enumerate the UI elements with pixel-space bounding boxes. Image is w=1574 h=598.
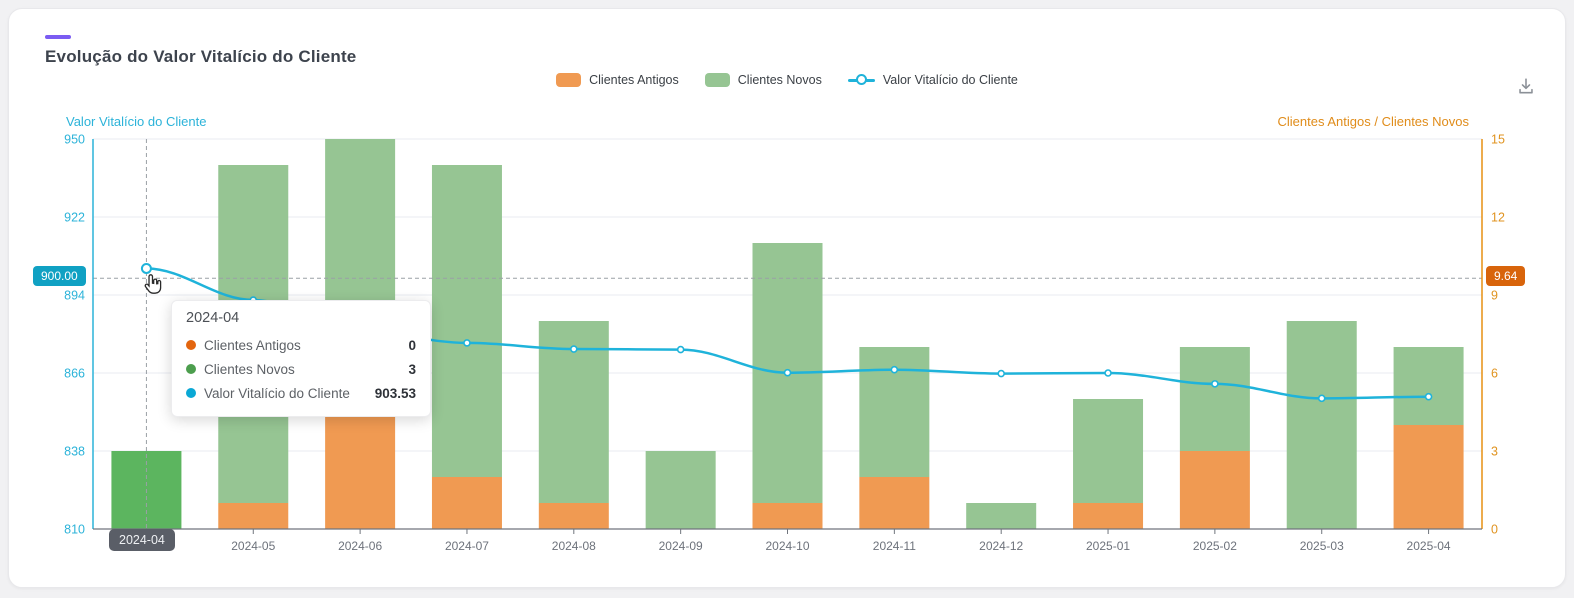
bar-segment-clientes-novos-2024-09[interactable]: [645, 451, 716, 529]
bar-segment-clientes-antigos-2024-07[interactable]: [431, 477, 502, 529]
chart-title: Evolução do Valor Vitalício do Cliente: [45, 47, 357, 66]
legend-label: Valor Vitalício do Cliente: [882, 73, 1018, 87]
tooltip-row-label: Valor Vitalício do Cliente: [204, 385, 350, 401]
tooltip-row-value: 3: [408, 361, 416, 377]
bar-segment-clientes-antigos-2025-01[interactable]: [1073, 503, 1144, 529]
legend-label: Clientes Novos: [737, 73, 822, 87]
legend-label: Clientes Antigos: [589, 73, 679, 87]
x-tick-label: 2025-04: [1407, 539, 1451, 553]
line-point-2025-03[interactable]: [1317, 394, 1326, 403]
bar-segment-clientes-novos-2025-02[interactable]: [1179, 347, 1250, 451]
bar-segment-clientes-novos-2025-01[interactable]: [1073, 399, 1144, 503]
left-tick-label: 866: [64, 367, 85, 381]
x-tick-label: 2024-05: [231, 539, 275, 553]
download-icon: [1519, 78, 1533, 94]
bar-segment-clientes-novos-2025-03[interactable]: [1286, 321, 1357, 529]
bar-segment-clientes-antigos-2024-11[interactable]: [859, 477, 930, 529]
line-point-2024-04[interactable]: [140, 262, 152, 274]
x-tick-label: 2024-06: [338, 539, 382, 553]
legend-swatch-orange: [556, 73, 582, 87]
right-tick-label: 15: [1491, 133, 1505, 147]
download-button[interactable]: [1511, 71, 1541, 101]
right-axis-title: Clientes Antigos / Clientes Novos: [1277, 114, 1469, 129]
line-point-2024-11[interactable]: [890, 365, 899, 374]
x-tick-label: 2024-08: [552, 539, 596, 553]
bar-segment-clientes-antigos-2025-02[interactable]: [1179, 451, 1250, 529]
left-axis-pointer-badge: 900.00: [33, 266, 86, 286]
line-point-2024-12[interactable]: [997, 369, 1005, 378]
x-tick-label: 2025-02: [1193, 539, 1237, 553]
series-dot-icon: [186, 340, 196, 350]
legend-item-clientes-antigos[interactable]: Clientes Antigos: [556, 73, 679, 87]
bar-segment-clientes-antigos-2024-08[interactable]: [538, 503, 609, 529]
left-tick-label: 810: [64, 523, 85, 537]
tooltip-row-label: Clientes Novos: [204, 361, 295, 377]
right-tick-label: 9: [1491, 289, 1498, 303]
left-tick-label: 894: [64, 289, 85, 303]
right-tick-label: 3: [1491, 445, 1498, 459]
x-axis-pointer-badge: 2024-04: [109, 529, 175, 551]
line-point-2024-10[interactable]: [783, 368, 792, 377]
bar-segment-clientes-novos-2025-04[interactable]: [1393, 347, 1464, 425]
mouse-cursor-icon: [141, 271, 167, 302]
tooltip-row: Clientes Novos 3: [186, 357, 416, 381]
chart-tooltip: 2024-04 Clientes Antigos 0 Clientes Novo…: [171, 300, 431, 417]
bar-segment-clientes-novos-2024-12[interactable]: [966, 503, 1037, 529]
series-dot-icon: [186, 364, 196, 374]
tooltip-row-value: 0: [408, 337, 416, 353]
tooltip-row-label: Clientes Antigos: [204, 337, 301, 353]
left-tick-label: 838: [64, 445, 85, 459]
line-point-2025-02[interactable]: [1211, 380, 1219, 388]
left-tick-label: 950: [64, 133, 85, 147]
series-dot-icon: [186, 388, 196, 398]
right-axis-pointer-badge: 9.64: [1486, 266, 1526, 286]
tooltip-row-value: 903.53: [374, 385, 416, 401]
tooltip-title: 2024-04: [186, 310, 240, 326]
title-accent-dash: [45, 35, 71, 39]
legend-item-valor-vitalicio[interactable]: Valor Vitalício do Cliente: [847, 73, 1018, 87]
line-point-2025-04[interactable]: [1424, 392, 1433, 401]
bar-segment-clientes-antigos-2025-04[interactable]: [1393, 425, 1464, 529]
line-point-2024-08[interactable]: [570, 345, 578, 353]
bar-segment-clientes-antigos-2024-06[interactable]: [325, 399, 396, 529]
tooltip-row: Valor Vitalício do Cliente 903.53: [186, 381, 416, 405]
bar-segment-clientes-novos-2024-07[interactable]: [431, 165, 502, 477]
tooltip-row: Clientes Antigos 0: [186, 333, 416, 357]
right-tick-label: 0: [1491, 523, 1498, 537]
legend-item-clientes-novos[interactable]: Clientes Novos: [704, 73, 822, 87]
line-point-2025-01[interactable]: [1104, 369, 1112, 377]
legend-line-marker-icon: [847, 73, 875, 87]
left-tick-label: 922: [64, 211, 85, 225]
right-tick-label: 6: [1491, 367, 1498, 381]
line-point-2024-09[interactable]: [676, 345, 685, 354]
x-tick-label: 2024-11: [873, 539, 916, 553]
x-tick-label: 2025-03: [1300, 539, 1344, 553]
bar-segment-clientes-antigos-2024-10[interactable]: [752, 503, 823, 529]
x-tick-label: 2024-12: [979, 539, 1023, 553]
x-tick-label: 2025-01: [1086, 539, 1130, 553]
legend-swatch-green: [704, 73, 730, 87]
chart-legend: Clientes Antigos Clientes Novos Valor Vi…: [9, 73, 1565, 87]
left-axis-title: Valor Vitalício do Cliente: [66, 114, 207, 129]
x-tick-label: 2024-09: [659, 539, 703, 553]
line-point-2024-07[interactable]: [463, 339, 471, 347]
x-tick-label: 2024-07: [445, 539, 489, 553]
bar-segment-clientes-antigos-2024-05[interactable]: [218, 503, 289, 529]
right-tick-label: 12: [1491, 211, 1505, 225]
x-tick-label: 2024-10: [765, 539, 809, 553]
